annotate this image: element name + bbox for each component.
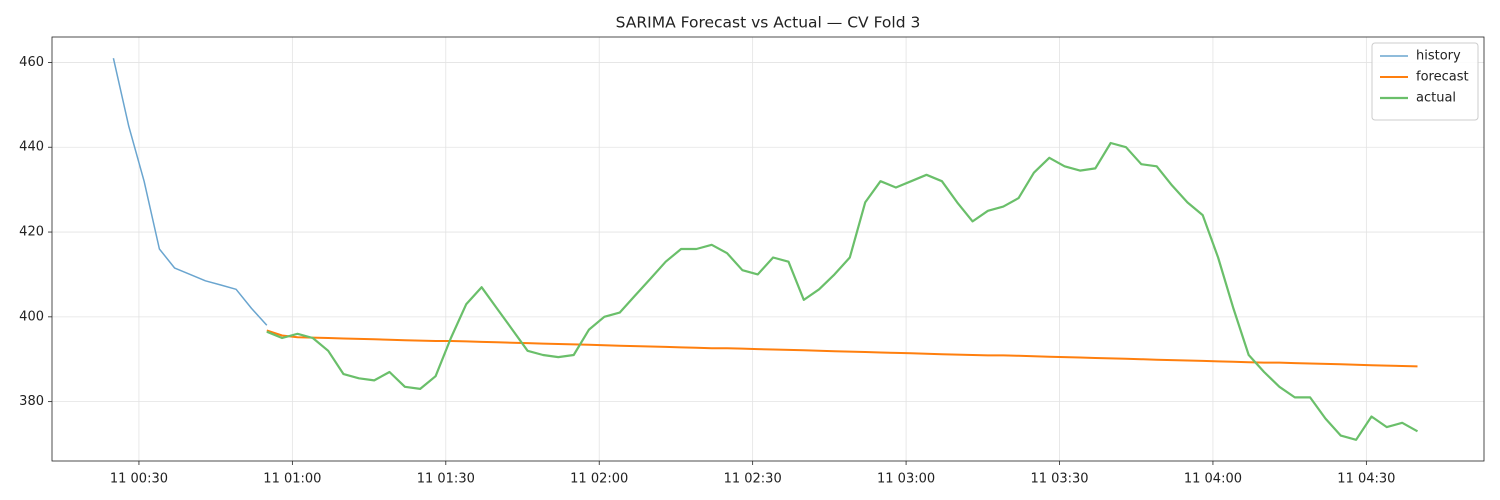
x-tick-label: 11 00:30 [110,472,168,487]
x-tick-label: 11 04:00 [1184,472,1242,487]
x-tick-label: 11 03:30 [1030,472,1088,487]
y-tick-label: 420 [19,225,44,240]
legend-box [1371,42,1479,121]
legend-label: history [1416,49,1461,64]
y-tick-label: 400 [19,309,44,324]
x-tick-label: 11 01:00 [263,472,321,487]
x-tick-label: 11 03:00 [877,472,935,487]
chart-title: SARIMA Forecast vs Actual — CV Fold 3 [616,14,921,32]
y-tick-label: 460 [19,55,44,70]
y-tick-label: 440 [19,140,44,155]
series-line [112,58,268,326]
series-line [266,329,1418,368]
series-line [266,141,1419,441]
x-tick-label: 11 02:00 [570,472,628,487]
legend-label: actual [1416,91,1456,106]
plot-frame [51,36,1485,462]
x-tick-label: 11 01:30 [417,472,475,487]
y-tick-label: 380 [19,394,44,409]
x-tick-label: 11 02:30 [724,472,782,487]
x-tick-label: 11 04:30 [1337,472,1395,487]
legend-label: forecast [1416,70,1469,85]
